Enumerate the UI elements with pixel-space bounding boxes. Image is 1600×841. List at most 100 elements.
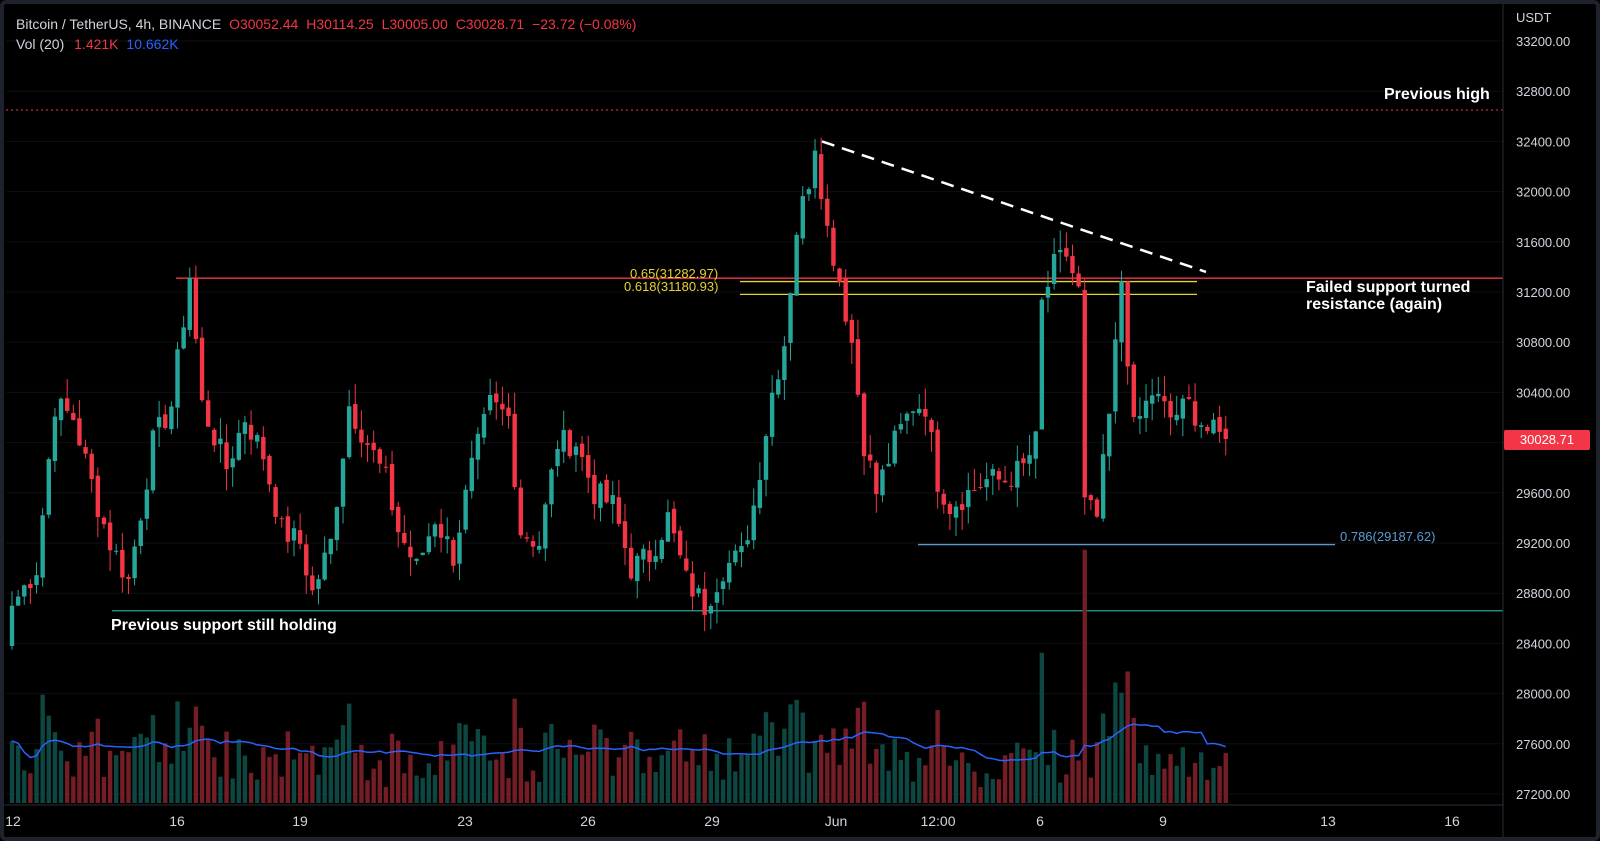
volume-bar [1125, 671, 1130, 803]
volume-bar [187, 727, 192, 803]
legend-row-volume: Vol (20) 1.421K 10.662K [16, 34, 636, 54]
candle-body [1100, 454, 1106, 519]
volume-bar [1205, 779, 1210, 803]
volume-bar [702, 734, 707, 803]
candle-body [310, 575, 315, 591]
volume-bar [671, 740, 677, 803]
volume-bar [1100, 713, 1106, 803]
candle-body [665, 512, 671, 542]
time-tick-label: 6 [1036, 813, 1044, 829]
volume-bar [1002, 755, 1008, 803]
volume-bar [579, 754, 585, 803]
volume-bar [193, 706, 199, 803]
candle-body [776, 379, 781, 395]
candle-body [966, 490, 971, 508]
volume-bar [1192, 762, 1198, 803]
volume-bar [616, 757, 622, 803]
volume-bar [1174, 765, 1179, 803]
volume-bar [58, 750, 64, 803]
volume-ma-line [11, 723, 1226, 762]
price-axis[interactable]: 27200.00 27600.00 28000.00 28400.00 28800.00… [1502, 0, 1570, 841]
volume-bar [463, 724, 468, 803]
volume-bar [677, 729, 683, 803]
candle-body [359, 429, 364, 443]
candle-body [1058, 249, 1063, 253]
volume-bar [494, 759, 499, 803]
volume-bar [751, 733, 756, 803]
volume-bar [1076, 760, 1081, 803]
volume-bar [438, 741, 444, 803]
volume-bar [696, 765, 701, 803]
volume-bar [959, 752, 965, 803]
volume-bar [359, 744, 364, 803]
candle-body [696, 588, 701, 594]
currency-label: USDT [1516, 10, 1552, 25]
candle-body [990, 469, 995, 476]
candles [9, 137, 1228, 650]
volume-bar [107, 750, 113, 803]
volume-bar [972, 771, 977, 803]
volume-bar [22, 770, 27, 803]
volume-bar [788, 704, 793, 803]
volume-bar [641, 773, 646, 803]
candle-body [218, 438, 223, 445]
candle-body [236, 432, 242, 460]
candle-body [1168, 401, 1173, 418]
candle-body [530, 541, 536, 547]
volume-bar [205, 740, 211, 803]
volume-indicator-label[interactable]: Vol (20) [16, 36, 65, 52]
volume-bar [996, 779, 1002, 803]
candle-body [71, 412, 76, 420]
candle-body [1205, 426, 1210, 431]
volume-bar [1119, 692, 1124, 803]
candle-body [420, 552, 425, 556]
candle-body [402, 532, 407, 544]
price-grid [6, 40, 1503, 795]
candle-body [622, 521, 628, 549]
volume-bar [83, 755, 88, 803]
volume-bar [966, 762, 971, 803]
volume-bar [536, 781, 542, 803]
time-tick-label: 12:00 [920, 813, 955, 829]
candle-body [120, 549, 125, 578]
volume-bar [426, 763, 432, 803]
time-tick-label: 29 [704, 813, 720, 829]
candle-body [383, 466, 389, 468]
volume-bar [15, 745, 21, 803]
volume-bar [328, 747, 333, 803]
volume-bar [818, 734, 824, 803]
candle-body [812, 150, 818, 189]
volume-bar [224, 731, 229, 803]
volume-bar [383, 786, 389, 803]
candle-body [132, 546, 137, 579]
price-tick-label: 27200.00 [1516, 787, 1570, 802]
candle-body [156, 417, 162, 428]
volume-bar [598, 729, 603, 803]
volume-bar [628, 731, 634, 803]
candle-body [555, 449, 560, 467]
volume-bar [432, 774, 438, 803]
candle-body [837, 268, 842, 283]
candle-body [1143, 400, 1149, 418]
volume-bar [1033, 752, 1038, 803]
symbol-title[interactable]: Bitcoin / TetherUS, 4h, BINANCE [16, 16, 222, 32]
volume-bar [990, 778, 995, 803]
volume-bar [1211, 767, 1216, 803]
volume-bar [255, 779, 260, 803]
candle-body [395, 506, 401, 533]
volume-bar [120, 750, 125, 803]
time-tick-label: 12 [5, 813, 21, 829]
candle-body [457, 532, 462, 564]
candle-body [512, 413, 517, 488]
candle-body [340, 458, 346, 507]
time-axis[interactable]: 12 16 19 23 26 29 Jun 12:00 6 9 13 16 [0, 804, 1503, 829]
candle-body [880, 469, 885, 496]
volume-bar [457, 723, 462, 803]
price-tick-label: 27600.00 [1516, 737, 1570, 752]
volume-bar [684, 761, 689, 803]
candle-body [727, 562, 732, 583]
volume-bar [898, 760, 904, 803]
volume-bar [868, 763, 873, 803]
candle-body [83, 447, 88, 454]
